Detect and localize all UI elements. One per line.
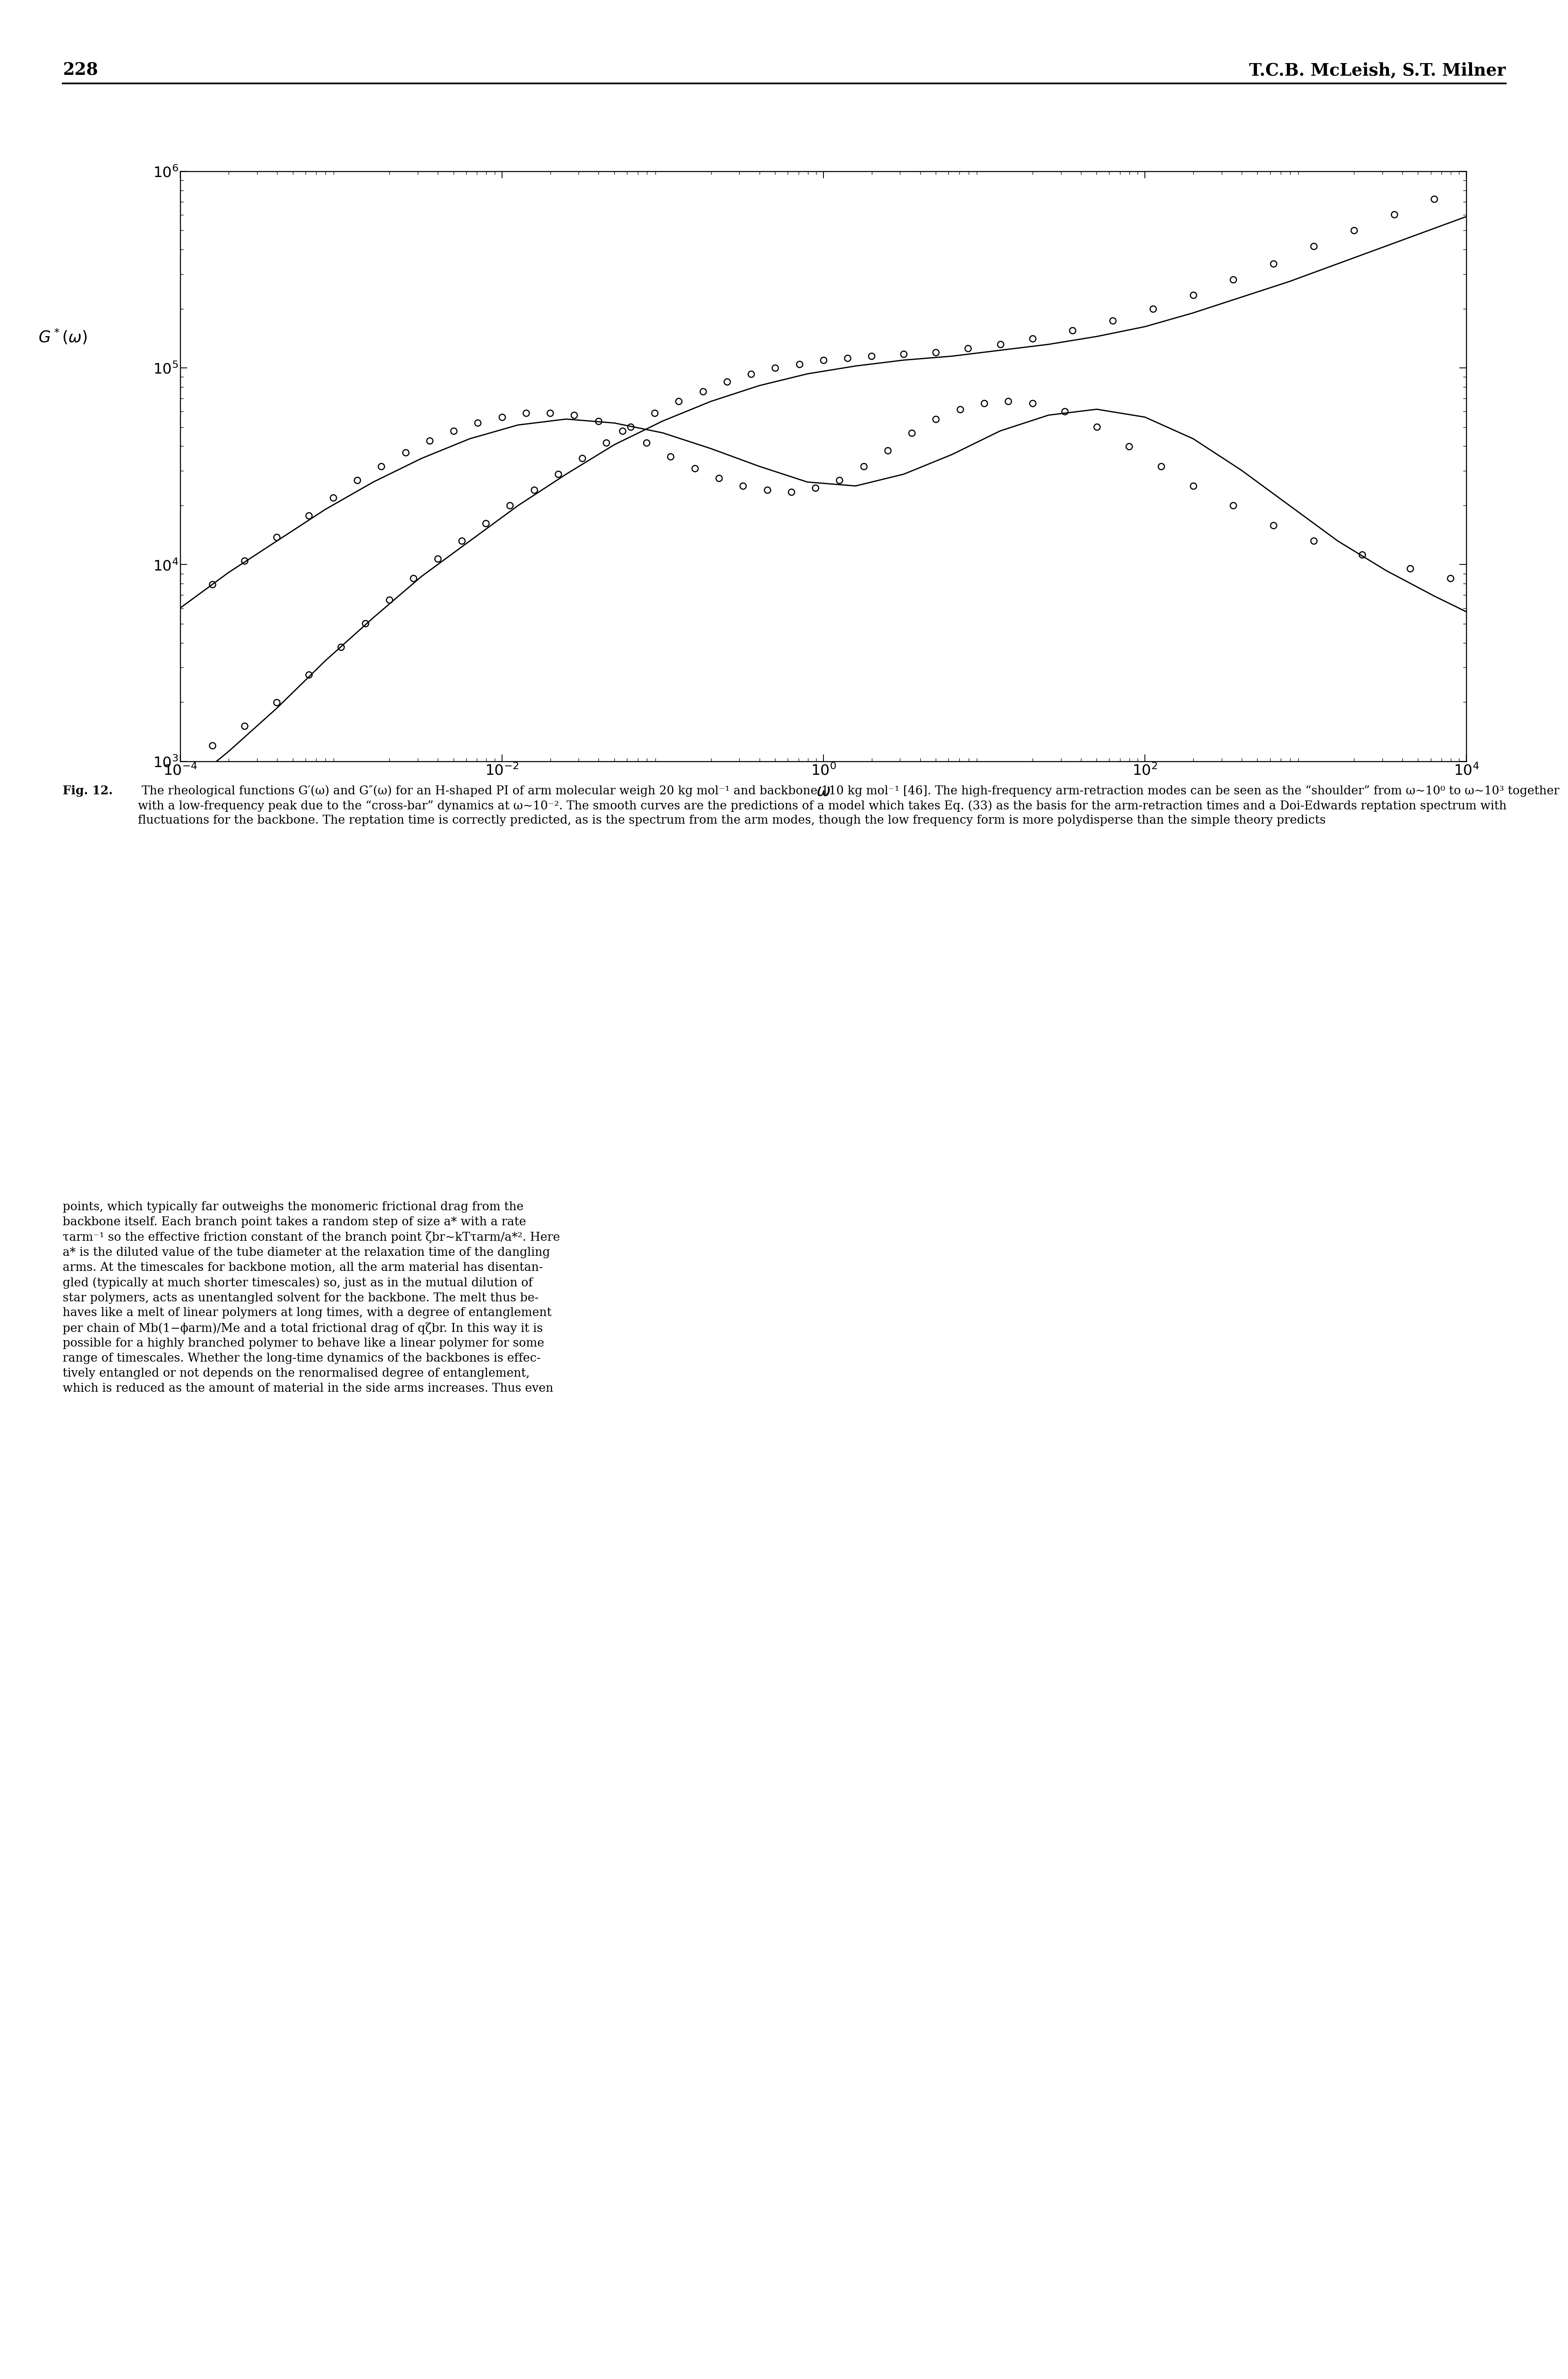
Text: The rheological functions G′(ω) and G″(ω) for an H-shaped PI of arm molecular we: The rheological functions G′(ω) and G″(ω… — [138, 785, 1559, 826]
Text: 228: 228 — [63, 62, 99, 79]
X-axis label: $\omega$: $\omega$ — [815, 783, 831, 799]
Text: T.C.B. McLeish, S.T. Milner: T.C.B. McLeish, S.T. Milner — [1248, 62, 1505, 79]
Text: $G^*(\omega)$: $G^*(\omega)$ — [38, 328, 88, 345]
Text: Fig. 12.: Fig. 12. — [63, 785, 113, 797]
Text: points, which typically far outweighs the monomeric frictional drag from the
bac: points, which typically far outweighs th… — [63, 1201, 560, 1394]
